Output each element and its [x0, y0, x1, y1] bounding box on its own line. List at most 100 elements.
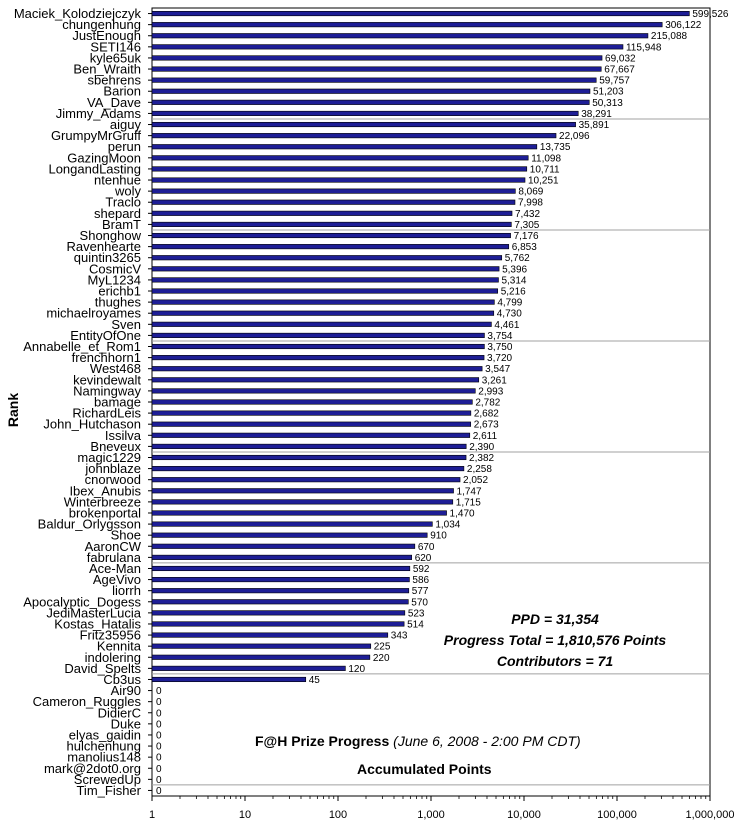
value-label: 1,747: [457, 486, 482, 497]
bar: [151, 121, 576, 128]
category-label: hulchenhung: [67, 739, 141, 754]
bar: [151, 144, 538, 150]
category-label: EntityOfOne: [70, 328, 141, 343]
category-label: kyle65uk: [90, 50, 142, 65]
bar: [151, 255, 503, 261]
x-axis-title: Accumulated Points: [357, 761, 492, 777]
category-label: liorrh: [112, 583, 141, 598]
value-label: 3,261: [482, 375, 507, 386]
value-label: 8,069: [518, 187, 543, 198]
category-label: Ace-Man: [89, 561, 141, 576]
bar: [151, 443, 467, 449]
value-label: 0: [156, 719, 162, 730]
category-label: Ben_Wraith: [73, 62, 141, 77]
ppd-annotation: PPD = 31,354: [511, 611, 599, 627]
value-label: 570: [411, 597, 428, 608]
value-label: 7,998: [518, 198, 543, 209]
bar: [151, 454, 467, 461]
bar: [151, 676, 307, 683]
bar: [151, 244, 510, 250]
value-label: 2,782: [475, 398, 500, 409]
bar: [151, 388, 476, 394]
bar: [151, 288, 499, 294]
category-label: Apocalyptic_Dogess: [23, 594, 141, 609]
category-label: Jimmy_Adams: [56, 106, 142, 121]
bar: [151, 399, 473, 405]
category-label: Barion: [103, 84, 141, 99]
value-label: 5,762: [505, 253, 530, 264]
category-label: aiguy: [110, 117, 142, 132]
y-axis-title: Rank: [5, 392, 22, 428]
category-label: shepard: [94, 206, 141, 221]
value-label: 59,757: [599, 76, 630, 87]
category-label: Shoe: [111, 528, 141, 543]
category-label: bamage: [94, 395, 141, 410]
category-label: sbehrens: [88, 73, 142, 88]
category-label: West468: [90, 361, 141, 376]
category-label: Kennita: [97, 639, 142, 654]
value-label: 7,305: [514, 220, 539, 231]
bar: [151, 510, 447, 516]
value-label: 0: [156, 753, 162, 764]
bar: [151, 332, 485, 338]
bar: [151, 577, 410, 583]
bar: [151, 466, 465, 472]
value-label: 3,720: [487, 353, 512, 364]
category-label: GrumpyMrGruff: [51, 128, 141, 143]
bar: [151, 377, 480, 383]
value-label: 35,891: [579, 120, 610, 131]
value-label: 1,470: [450, 508, 475, 519]
category-label: brokenportal: [69, 505, 141, 520]
category-label: Duke: [111, 716, 141, 731]
value-label: 620: [415, 553, 432, 564]
category-label: Cameron_Ruggles: [33, 694, 142, 709]
category-label: John_Hutchason: [43, 417, 141, 432]
category-label: johnblaze: [84, 461, 141, 476]
bar: [151, 166, 528, 172]
bar: [151, 588, 410, 594]
value-label: 514: [407, 619, 424, 630]
bar: [151, 44, 624, 50]
category-label: BramT: [102, 217, 141, 232]
value-label: 1,034: [435, 520, 460, 531]
bar: [151, 277, 499, 283]
category-label: ScrewedUp: [74, 772, 141, 787]
category-label: Traclo: [105, 195, 141, 210]
value-label: 38,291: [581, 109, 612, 120]
bar: [151, 22, 663, 28]
value-label: 4,461: [494, 320, 519, 331]
bar: [151, 532, 428, 538]
category-label: AaronCW: [85, 539, 142, 554]
category-label: chungenhung: [62, 17, 141, 32]
category-label: VA_Dave: [87, 95, 141, 110]
value-label: 51,203: [593, 87, 624, 98]
bar: [151, 421, 472, 427]
category-label: Bneveux: [90, 439, 141, 454]
bar: [151, 565, 411, 572]
value-label: 220: [373, 653, 390, 664]
category-label: JustEnough: [72, 28, 141, 43]
bar: [151, 321, 492, 327]
bar: [151, 599, 409, 605]
category-label: thughes: [95, 295, 142, 310]
value-label: 592: [413, 564, 430, 575]
value-label: 523: [408, 608, 425, 619]
value-label: 45: [309, 675, 321, 686]
category-label: JediMasterLucia: [46, 605, 141, 620]
category-label: Maciek_Kolodziejczyk: [14, 6, 142, 21]
value-label: 11,098: [531, 153, 561, 164]
value-label: 5,314: [501, 275, 526, 286]
bar: [151, 410, 472, 416]
value-label: 5,216: [501, 287, 526, 298]
category-label: fabrulana: [87, 550, 142, 565]
x-tick-label: 1: [149, 809, 155, 821]
value-label: 0: [156, 764, 162, 775]
bar: [151, 432, 471, 438]
value-label: 120: [348, 664, 365, 675]
value-label: 7,176: [514, 231, 539, 242]
category-label: elyas_gaidin: [69, 727, 141, 742]
value-label: 22,096: [559, 131, 590, 142]
bar: [151, 133, 557, 139]
bar: [151, 188, 516, 194]
